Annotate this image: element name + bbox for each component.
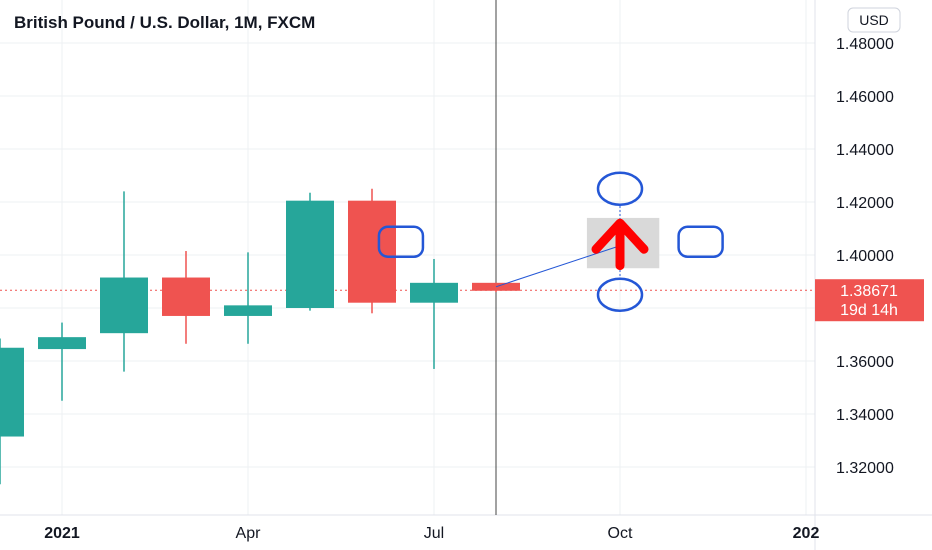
candle-body[interactable]	[348, 200, 396, 303]
candle-body[interactable]	[100, 277, 148, 334]
target-rounded-rect[interactable]	[677, 225, 724, 258]
candle-2021-06[interactable]	[348, 188, 396, 314]
candle-body[interactable]	[410, 282, 458, 303]
currency-label: USD	[859, 12, 889, 28]
arrow-head[interactable]	[591, 218, 649, 254]
candle-2020-12[interactable]	[0, 338, 24, 485]
time-axis[interactable]: 2021 Apr Jul Oct 202	[44, 525, 819, 542]
trend-line[interactable]	[495, 245, 621, 288]
candle-2021-07[interactable]	[410, 258, 458, 369]
candle-2021-02[interactable]	[100, 191, 148, 372]
bar-countdown-label: 19d 14h	[840, 302, 898, 319]
last-price-label: 1.38671	[840, 283, 898, 300]
time-tick-label: 202	[793, 525, 820, 542]
price-tick-label: 1.46000	[836, 89, 894, 106]
time-tick-label: 2021	[44, 525, 80, 542]
candle-2021-05[interactable]	[286, 192, 334, 311]
candle-body[interactable]	[0, 347, 24, 437]
target-rounded-rect[interactable]	[377, 225, 425, 258]
price-tick-label: 1.36000	[836, 354, 894, 371]
candle-body[interactable]	[286, 200, 334, 308]
target-ellipse[interactable]	[596, 277, 644, 312]
candle-2021-03[interactable]	[162, 251, 210, 344]
time-tick-label: Jul	[424, 525, 444, 542]
candle-body[interactable]	[38, 337, 86, 350]
candle-2021-08[interactable]	[472, 282, 520, 293]
time-tick-label: Oct	[608, 525, 633, 542]
candle-body[interactable]	[472, 282, 520, 291]
price-tick-label: 1.34000	[836, 407, 894, 424]
price-tick-label: 1.32000	[836, 460, 894, 477]
price-tick-label: 1.42000	[836, 195, 894, 212]
currency-button[interactable]: USD	[847, 7, 901, 33]
candle-2021-04[interactable]	[224, 252, 272, 344]
price-tick-label: 1.48000	[836, 36, 894, 53]
candle-body[interactable]	[162, 277, 210, 316]
price-tick-label: 1.44000	[836, 142, 894, 159]
annotations[interactable]	[377, 171, 724, 312]
chart-title: British Pound / U.S. Dollar, 1M, FXCM	[14, 13, 315, 32]
time-tick-label: Apr	[236, 525, 262, 542]
candle-2021-01[interactable]	[38, 322, 86, 401]
last-price-badge: 1.38671 19d 14h	[815, 279, 924, 322]
candles[interactable]	[0, 188, 520, 485]
price-tick-label: 1.40000	[836, 248, 894, 265]
price-axis[interactable]: 1.48000 1.46000 1.44000 1.42000 1.40000 1.360…	[836, 36, 894, 477]
target-ellipse[interactable]	[596, 171, 644, 206]
candle-body[interactable]	[224, 305, 272, 316]
